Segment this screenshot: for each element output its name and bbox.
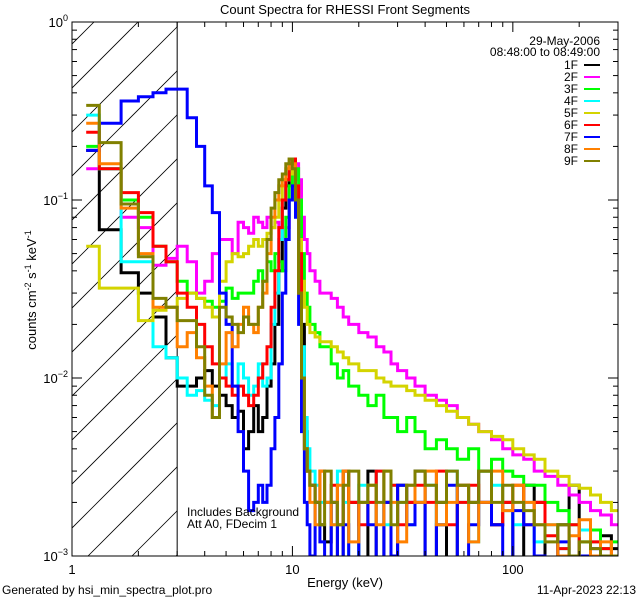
legend-label: 4F: [564, 94, 578, 108]
y-tick-label: 10−1: [43, 191, 68, 208]
series-5F: [86, 167, 618, 513]
series-2F: [86, 162, 618, 527]
legend-label: 3F: [564, 82, 578, 96]
legend: 29-May-2006 08:48:00 to 08:49:00 1F2F3F4…: [490, 34, 600, 168]
x-axis-label: Energy (keV): [307, 575, 383, 590]
footer-timestamp: 11-Apr-2023 22:13: [537, 583, 637, 597]
legend-item-5F: 5F: [564, 106, 600, 120]
legend-item-8F: 8F: [564, 142, 600, 156]
legend-label: 9F: [564, 154, 578, 168]
legend-label: 6F: [564, 118, 578, 132]
legend-label: 7F: [564, 130, 578, 144]
y-axis-label: counts cm-2 s-1 keV-1: [23, 230, 39, 349]
x-tick-label: 100: [502, 562, 524, 577]
legend-label: 1F: [564, 58, 578, 72]
legend-item-9F: 9F: [564, 154, 600, 168]
footer-generated-by: Generated by hsi_min_spectra_plot.pro: [2, 583, 212, 597]
annotation-attenuator: Att A0, FDecim 1: [187, 517, 277, 531]
legend-date: 29-May-2006: [529, 34, 600, 48]
legend-item-1F: 1F: [564, 58, 600, 72]
series-9F: [86, 103, 618, 556]
legend-label: 2F: [564, 70, 578, 84]
x-tick-label: 10: [285, 562, 299, 577]
y-tick-label: 10−2: [43, 369, 68, 386]
y-tick-label: 10−3: [43, 547, 68, 564]
chart-title: Count Spectra for RHESSI Front Segments: [220, 2, 470, 17]
plot-frame: [71, 21, 619, 557]
x-tick-label: 1: [68, 562, 75, 577]
y-tick-label: 100: [49, 13, 68, 30]
legend-label: 8F: [564, 142, 578, 156]
legend-item-4F: 4F: [564, 94, 600, 108]
series-7F: [86, 87, 618, 556]
annotation-background: Includes Background: [187, 505, 299, 519]
legend-item-7F: 7F: [564, 130, 600, 144]
legend-item-3F: 3F: [564, 82, 600, 96]
legend-time-range: 08:48:00 to 08:49:00: [490, 45, 600, 59]
legend-item-2F: 2F: [564, 70, 600, 84]
axis-ticks: [71, 22, 619, 557]
legend-label: 5F: [564, 106, 578, 120]
legend-item-6F: 6F: [564, 118, 600, 132]
series-8F: [86, 121, 618, 556]
